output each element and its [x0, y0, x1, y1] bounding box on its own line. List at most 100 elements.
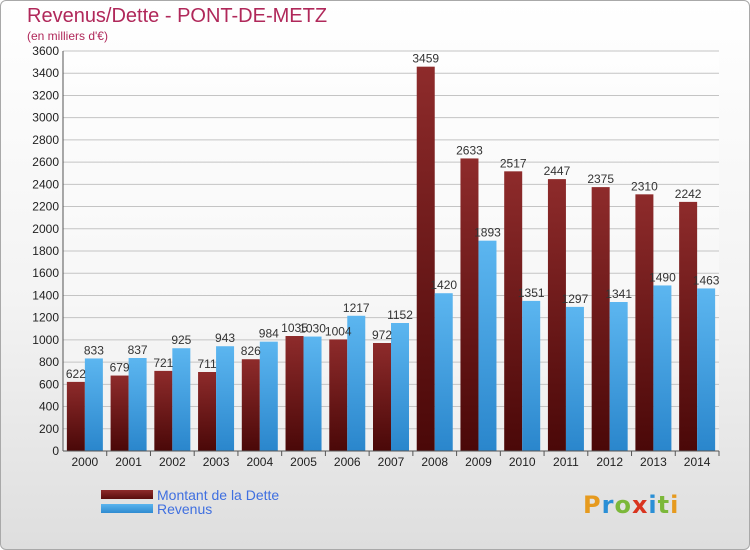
y-tick-label: 1000	[32, 333, 59, 347]
data-label-dette: 622	[66, 367, 86, 381]
y-tick-label: 3600	[32, 44, 59, 58]
bar-dette	[154, 370, 173, 451]
bar-revenus	[216, 346, 235, 451]
data-label-dette: 2375	[587, 172, 614, 186]
data-label-dette: 826	[241, 344, 261, 358]
bar-revenus	[697, 288, 716, 451]
data-label-revenus: 837	[128, 343, 148, 357]
y-tick-label: 2400	[32, 177, 59, 191]
logo-letter: i	[670, 491, 680, 519]
data-label-dette: 721	[153, 356, 173, 370]
logo-letter: t	[657, 491, 671, 519]
y-tick-label: 1800	[32, 244, 59, 258]
bar-revenus	[84, 358, 103, 451]
bar-revenus	[259, 341, 278, 451]
y-tick-label: 0	[52, 444, 59, 458]
x-tick-label: 2004	[246, 455, 273, 469]
bar-revenus	[609, 302, 628, 451]
y-tick-label: 2800	[32, 133, 59, 147]
data-label-dette: 1004	[325, 324, 352, 338]
data-label-dette: 972	[372, 328, 392, 342]
bar-dette	[110, 375, 129, 451]
bar-dette	[547, 179, 566, 451]
data-label-dette: 2242	[675, 187, 702, 201]
data-label-revenus: 1463	[693, 273, 720, 287]
data-label-revenus: 943	[215, 331, 235, 345]
bar-dette	[504, 171, 523, 452]
x-tick-label: 2008	[421, 455, 448, 469]
bar-revenus	[478, 240, 497, 451]
y-tick-label: 600	[39, 377, 59, 391]
data-label-revenus: 1893	[474, 226, 501, 240]
bar-revenus	[522, 300, 541, 451]
data-label-revenus: 1030	[299, 322, 326, 336]
data-label-revenus: 984	[259, 327, 279, 341]
data-label-dette: 2517	[500, 156, 527, 170]
x-tick-label: 2014	[684, 455, 711, 469]
data-label-revenus: 1341	[605, 287, 632, 301]
x-tick-label: 2013	[640, 455, 667, 469]
x-tick-label: 2003	[203, 455, 230, 469]
y-tick-label: 400	[39, 400, 59, 414]
data-label-revenus: 1152	[387, 308, 413, 322]
y-tick-label: 2200	[32, 200, 59, 214]
x-tick-label: 2010	[509, 455, 536, 469]
data-label-dette: 2447	[544, 164, 571, 178]
y-tick-label: 2600	[32, 155, 59, 169]
data-label-dette: 2633	[456, 143, 483, 157]
bar-dette	[373, 343, 391, 451]
y-tick-label: 800	[39, 355, 59, 369]
data-label-dette: 3459	[412, 52, 439, 66]
bar-revenus	[434, 293, 453, 451]
logo-letter: r	[601, 491, 615, 519]
bar-dette	[460, 158, 479, 451]
x-tick-label: 2002	[159, 455, 186, 469]
y-tick-label: 1400	[32, 288, 59, 302]
x-tick-label: 2009	[465, 455, 492, 469]
bar-dette	[591, 187, 610, 451]
x-tick-label: 2012	[596, 455, 623, 469]
x-tick-label: 2007	[378, 455, 405, 469]
x-tick-label: 2006	[334, 455, 361, 469]
data-label-revenus: 1420	[430, 278, 457, 292]
data-label-revenus: 1217	[343, 301, 370, 315]
logo-letter: o	[614, 491, 632, 519]
legend-swatch-dette	[101, 490, 153, 499]
bar-revenus	[303, 336, 322, 451]
bar-dette	[679, 201, 698, 451]
data-label-dette: 711	[197, 357, 216, 371]
data-label-revenus: 1351	[518, 286, 545, 300]
bar-revenus	[653, 285, 672, 451]
y-tick-label: 2000	[32, 222, 59, 236]
bar-dette	[416, 66, 435, 452]
data-label-revenus: 833	[84, 343, 104, 357]
x-tick-label: 2005	[290, 455, 317, 469]
data-label-revenus: 1490	[649, 270, 676, 284]
y-tick-label: 1200	[32, 311, 59, 325]
legend-label-revenus: Revenus	[157, 501, 213, 517]
data-label-dette: 1035	[281, 321, 308, 335]
logo-letter: i	[648, 491, 658, 519]
bar-revenus	[565, 306, 584, 451]
data-label-revenus: 925	[171, 333, 191, 347]
logo-letter: x	[631, 491, 649, 519]
chart-subtitle: (en milliers d'€)	[27, 29, 108, 43]
data-label-dette: 2310	[631, 179, 658, 193]
bar-dette	[635, 194, 654, 452]
bar-dette	[66, 381, 85, 451]
data-label-revenus: 1297	[562, 292, 589, 306]
bar-revenus	[347, 315, 366, 451]
chart-title: Revenus/Dette - PONT-DE-METZ	[27, 5, 328, 27]
axes: 0 200 400 600 800 1000 1200 1400 1600 1800 2000 220…	[32, 44, 720, 469]
bar-dette	[241, 359, 260, 451]
y-tick-label: 3200	[32, 88, 59, 102]
bar-revenus	[172, 348, 191, 451]
x-tick-label: 2011	[553, 455, 579, 469]
y-tick-label: 3400	[32, 66, 59, 80]
bar-dette	[329, 339, 348, 451]
bar-dette	[198, 372, 217, 451]
legend-label-dette: Montant de la Dette	[157, 487, 280, 503]
